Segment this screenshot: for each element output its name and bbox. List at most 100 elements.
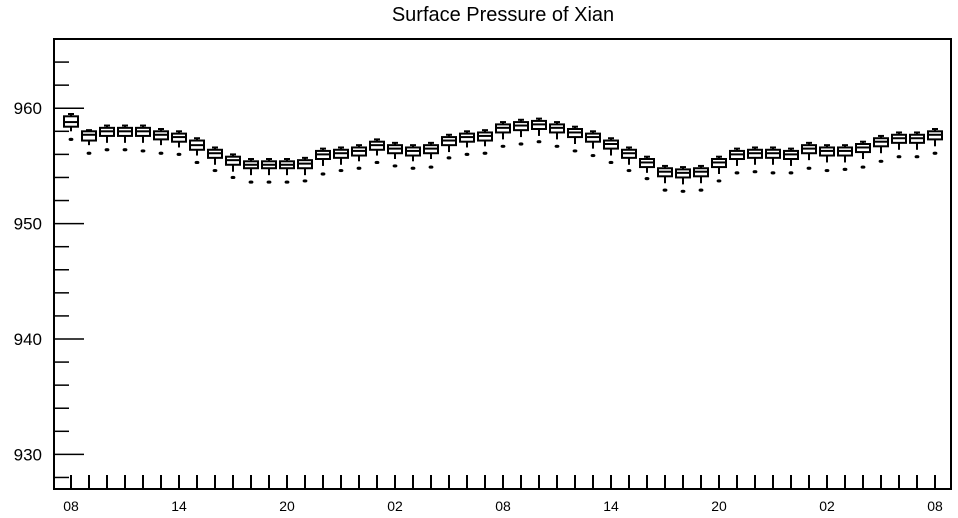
box-outlier	[266, 180, 272, 184]
box-outlier	[140, 149, 146, 153]
box-outlier	[356, 166, 362, 170]
box-outlier	[248, 180, 254, 184]
y-tick-label: 940	[14, 330, 42, 349]
box-outlier	[554, 144, 560, 148]
box-item	[513, 118, 529, 146]
box-item	[207, 146, 223, 173]
box-outlier	[122, 148, 128, 152]
x-tick-label: 14	[171, 498, 187, 514]
box-outlier	[734, 171, 740, 175]
box-item	[765, 146, 781, 175]
box-item	[873, 134, 889, 163]
box-outlier	[932, 151, 938, 155]
x-tick-label: 20	[711, 498, 727, 514]
box-item	[819, 144, 835, 173]
box-outlier	[716, 179, 722, 183]
box-outlier	[464, 152, 470, 156]
box-item	[297, 156, 313, 183]
box-outlier	[662, 188, 668, 192]
box-outlier	[518, 142, 524, 146]
box-item	[279, 158, 295, 184]
box-item	[405, 144, 421, 170]
box-item	[531, 117, 547, 144]
box-item	[657, 164, 673, 192]
box-outlier	[572, 149, 578, 153]
box-item	[567, 125, 583, 153]
box-item	[63, 113, 79, 141]
y-tick-label: 950	[14, 215, 42, 234]
box-item	[333, 146, 349, 173]
box-item	[495, 121, 511, 148]
box-item	[351, 144, 367, 170]
x-axis: 08 14 20 02 08 14 20 02 08	[63, 475, 943, 514]
box-outlier	[914, 155, 920, 159]
box-outlier	[806, 166, 812, 170]
box-item	[261, 158, 277, 184]
box-outlier	[392, 164, 398, 168]
box-item	[99, 124, 115, 152]
y-axis: 930 940 950 960	[14, 38, 84, 479]
box-outlier	[302, 179, 308, 183]
box-item	[153, 128, 169, 155]
box-item	[387, 141, 403, 168]
box-outlier	[500, 144, 506, 148]
box-item	[315, 147, 331, 176]
box-item	[855, 140, 871, 169]
box-outlier	[752, 170, 758, 174]
box-outlier	[644, 177, 650, 181]
box-item	[621, 146, 637, 173]
box-item	[243, 158, 259, 184]
box-item	[171, 130, 187, 156]
box-item	[477, 129, 493, 155]
box-outlier	[176, 152, 182, 156]
box-item	[801, 141, 817, 170]
box-item	[747, 146, 763, 174]
box-outlier	[338, 168, 344, 173]
box-outlier	[482, 151, 488, 155]
box-outlier	[680, 189, 686, 193]
box-item	[675, 166, 691, 193]
box-item	[909, 131, 925, 159]
box-item	[117, 124, 133, 152]
box-item	[549, 121, 565, 148]
box-item	[369, 138, 385, 165]
box-outlier	[68, 137, 74, 141]
box-item	[603, 137, 619, 165]
chart-title: Surface Pressure of Xian	[391, 4, 615, 26]
x-tick-label: 08	[495, 498, 511, 514]
box-outlier	[446, 156, 452, 160]
box-outlier	[410, 166, 416, 170]
box-item	[585, 130, 601, 158]
box-outlier	[104, 148, 110, 152]
x-tick-label: 14	[603, 498, 619, 514]
box-outlier	[320, 172, 326, 176]
box-item	[189, 137, 205, 165]
box-outlier	[230, 175, 236, 180]
box-outlier	[698, 188, 704, 192]
box-outlier	[626, 168, 632, 173]
box-outlier	[212, 168, 218, 173]
box-outlier	[824, 168, 830, 173]
box-series	[63, 113, 943, 193]
x-tick-label: 08	[63, 498, 79, 514]
box-outlier	[860, 165, 866, 169]
box-outlier	[86, 151, 92, 155]
box-outlier	[842, 167, 848, 171]
box-item	[927, 128, 943, 155]
box-outlier	[194, 160, 200, 165]
plot-frame	[53, 38, 952, 490]
box-outlier	[608, 160, 614, 165]
box-item	[711, 155, 727, 183]
box-item	[81, 129, 97, 155]
box-outlier	[770, 171, 776, 175]
box-item	[693, 164, 709, 192]
box-item	[423, 141, 439, 169]
box-item	[639, 155, 655, 181]
box-outlier	[536, 140, 542, 144]
box-item	[459, 130, 475, 156]
box-item	[837, 144, 853, 171]
x-tick-label: 02	[387, 498, 403, 514]
box-outlier	[788, 171, 794, 175]
box-outlier	[374, 160, 380, 165]
